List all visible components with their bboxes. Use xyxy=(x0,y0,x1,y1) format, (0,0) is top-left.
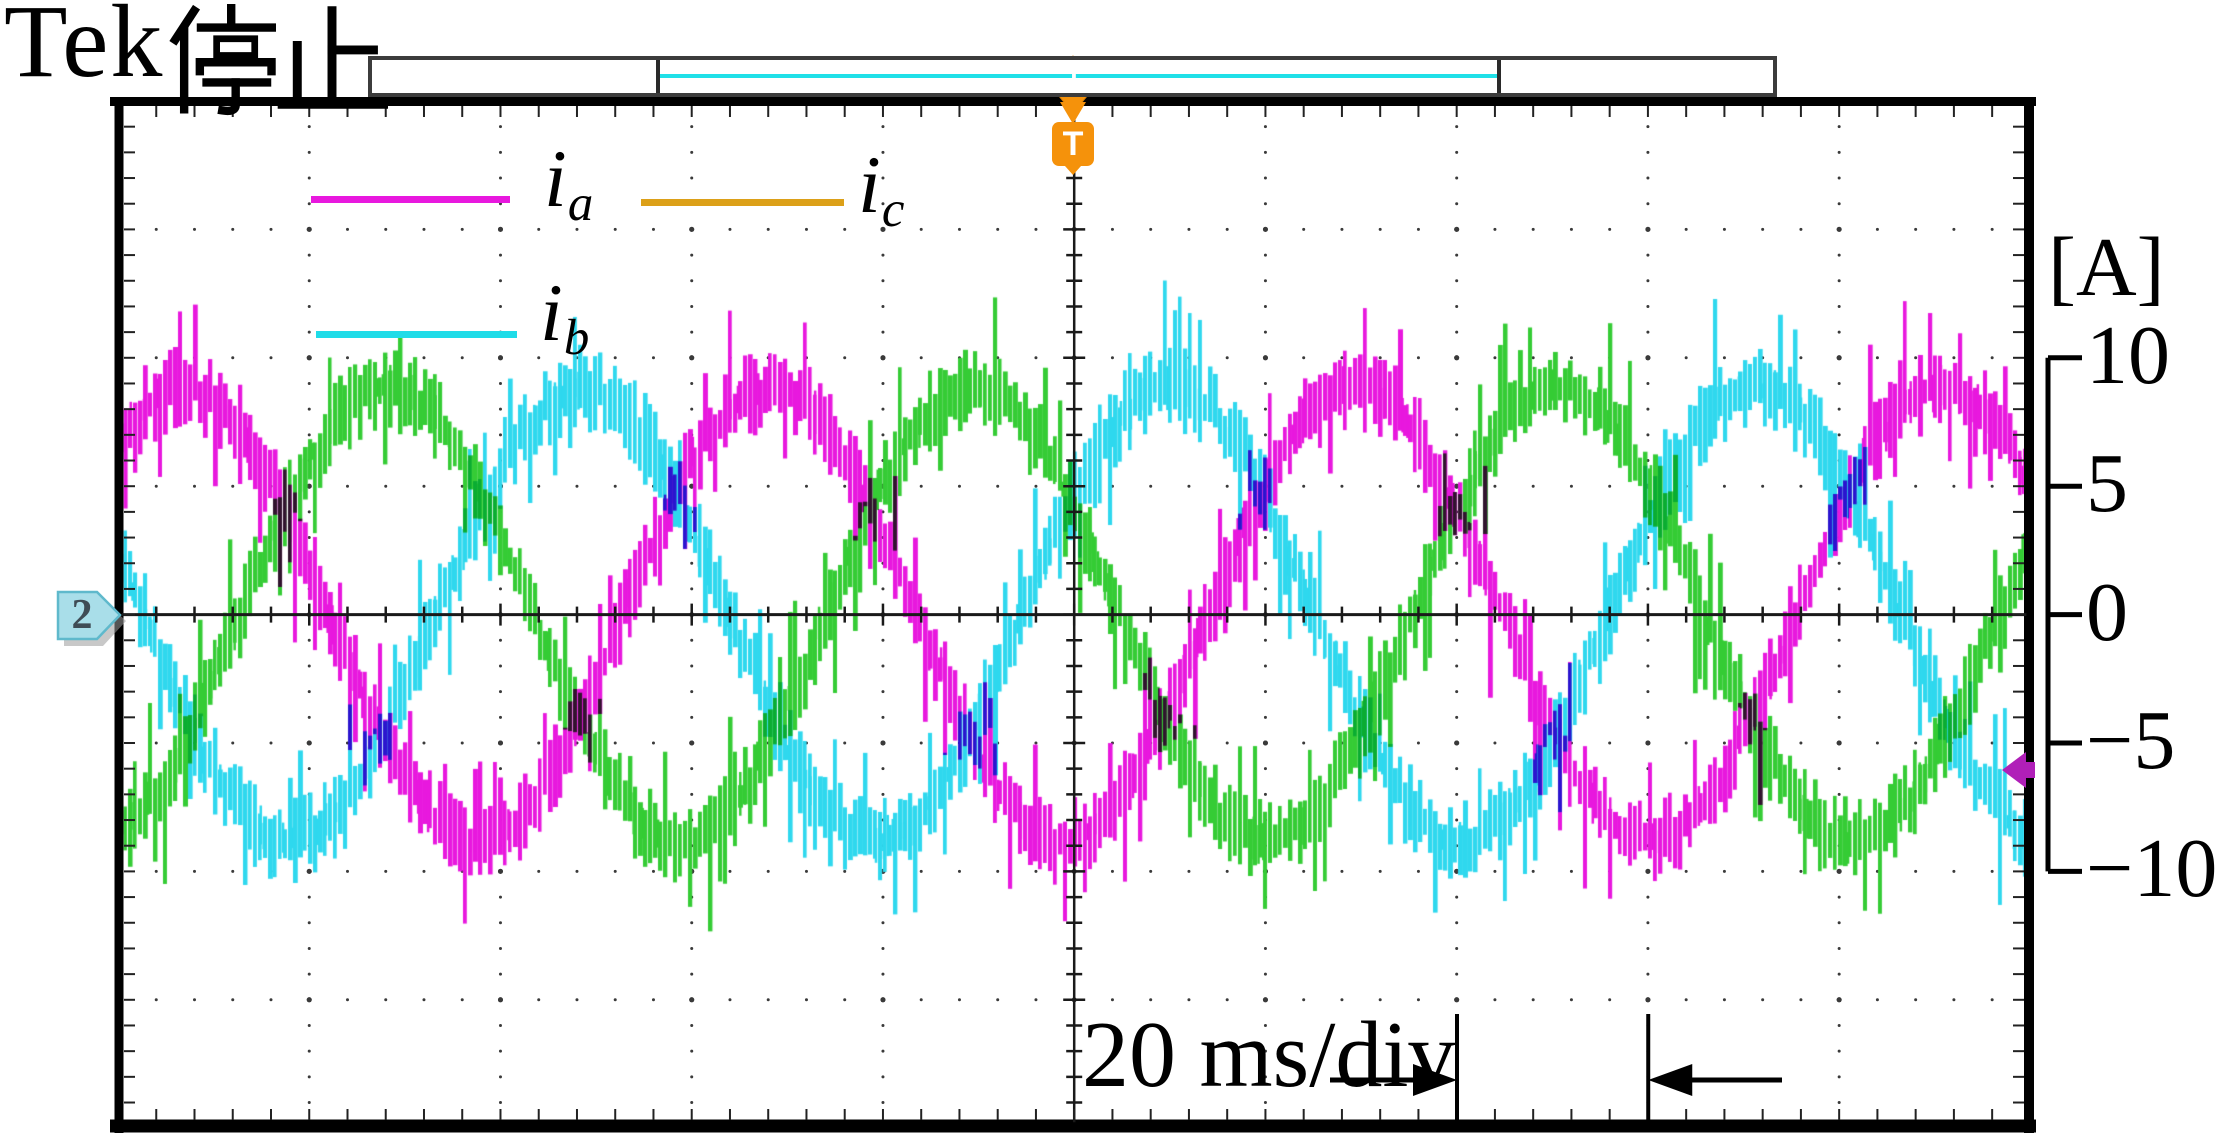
acq-window-zoom-line xyxy=(660,74,1497,78)
channel-2-marker-label: 2 xyxy=(71,592,93,638)
trigger-badge-tip xyxy=(1065,166,1081,175)
y-axis-unit-label: [A] xyxy=(2048,221,2165,314)
acq-window-right-divider xyxy=(1497,60,1501,93)
legend-swatch-ib xyxy=(316,331,517,338)
y-axis-tick-label: −10 xyxy=(2086,822,2218,916)
acq-window-left-divider xyxy=(656,60,660,93)
cjk-stop-glyph-zhi xyxy=(278,6,389,109)
legend-label-ic: ic xyxy=(858,139,905,238)
y-axis-tick-label: 0 xyxy=(2086,565,2128,659)
scope-status-title: Tek xyxy=(4,0,389,116)
y-axis-tick-label: 5 xyxy=(2086,437,2128,531)
channel-2-marker[interactable] xyxy=(56,590,122,641)
trigger-position-marker-label: T xyxy=(1066,62,1082,92)
y-axis-tick-label: −5 xyxy=(2086,694,2176,787)
trigger-badge-arrow xyxy=(1060,102,1086,124)
cjk-stop-glyph-ting xyxy=(169,4,277,116)
timebase-arrow-right-head xyxy=(1413,1064,1457,1096)
trace-position-arrow[interactable] xyxy=(2002,752,2035,788)
trigger-badge-label: T xyxy=(1062,125,1084,163)
legend-swatch-ia xyxy=(311,196,510,203)
legend-swatch-ic xyxy=(641,199,844,206)
legend-label-ib: ib xyxy=(540,267,590,366)
trigger-badge[interactable] xyxy=(1052,122,1094,166)
timebase-label: 20 ms/div xyxy=(1082,1003,1456,1107)
legend-label-ia: ia xyxy=(544,133,594,232)
y-axis-tick-label: 10 xyxy=(2086,308,2170,402)
timebase-arrow-left-head xyxy=(1648,1064,1693,1096)
tek-brand-text: Tek xyxy=(4,0,165,99)
acquisition-window-bar xyxy=(368,56,1777,97)
